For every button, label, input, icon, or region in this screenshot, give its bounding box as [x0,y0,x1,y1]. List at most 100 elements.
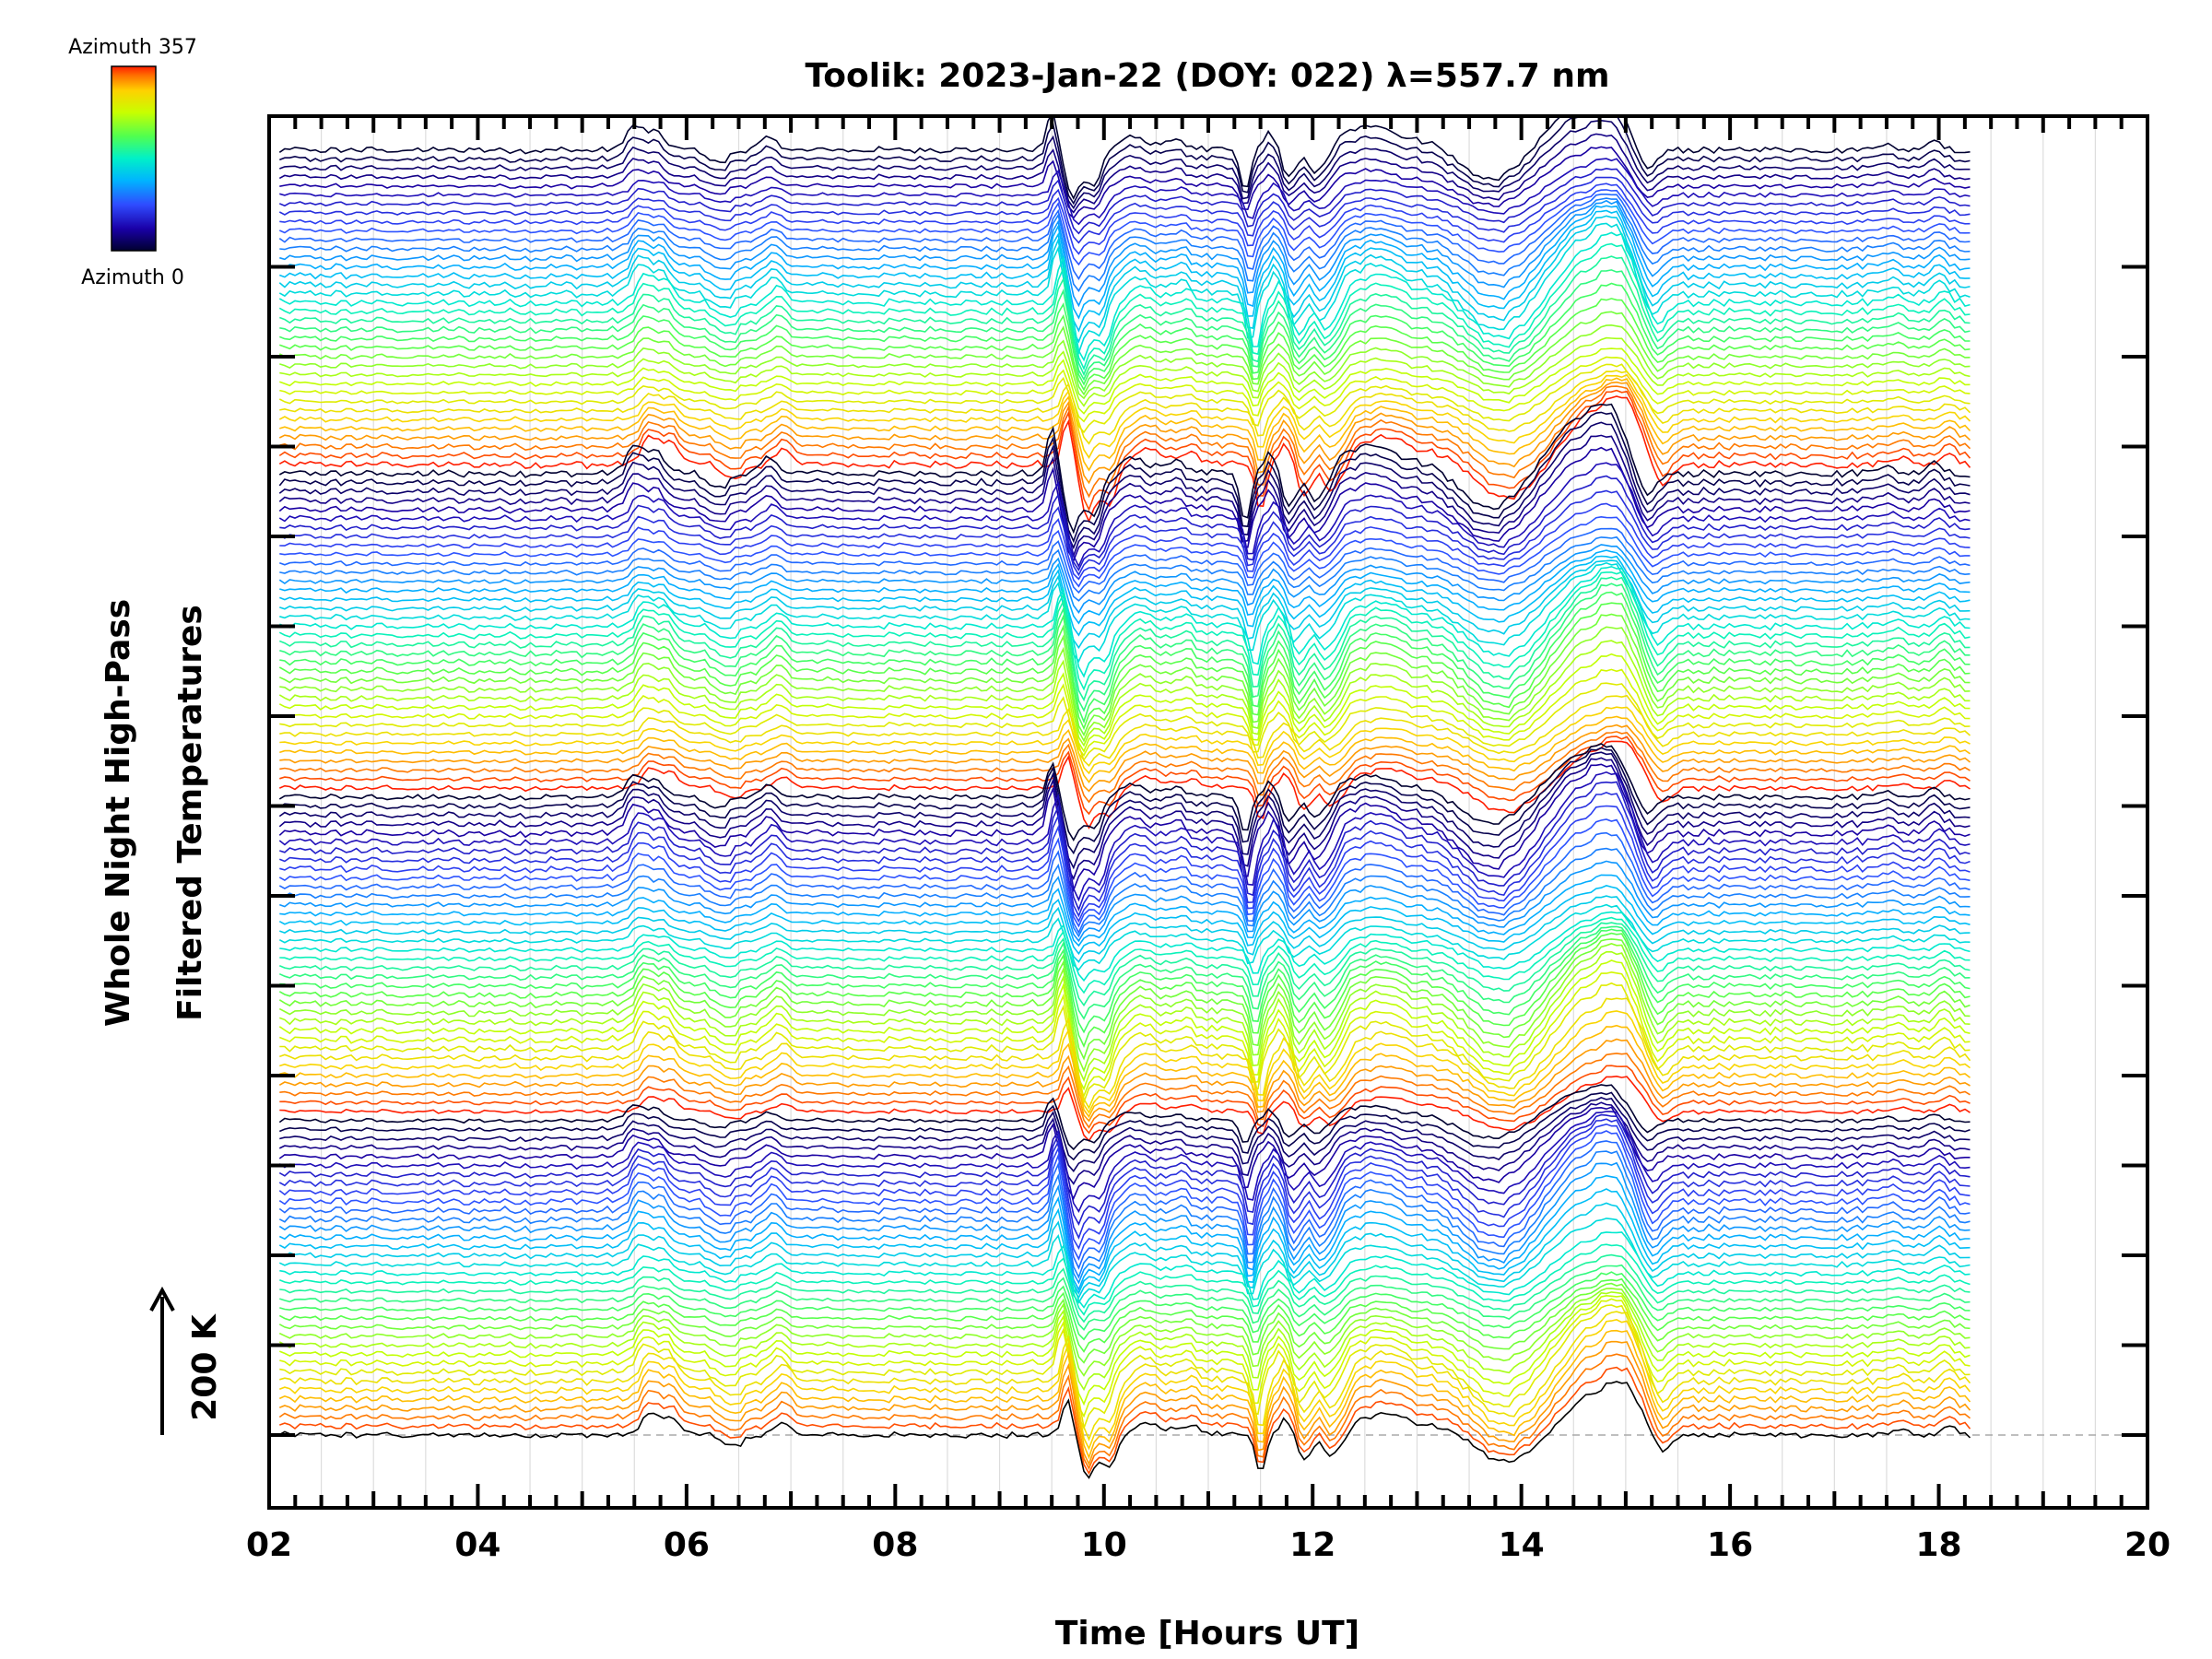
axis-ticks [267,116,2149,1508]
temperature-series-line [278,411,1971,544]
x-tick-label: 14 [1499,1526,1545,1564]
temperature-series-line [279,895,1971,963]
temperature-series-line [279,735,1971,816]
temperature-series-line [278,943,1971,1073]
temperature-series-line [278,792,1971,918]
temperature-series-line [279,860,1971,943]
temperature-series-line [278,932,1971,1049]
x-tick-label: 02 [246,1526,292,1564]
temperature-series-line [278,133,1971,214]
temperature-series-line [279,475,1971,572]
temperature-series-line [278,1381,1971,1479]
temperature-series-line [278,1130,1971,1261]
temperature-series-line [279,805,1971,924]
temperature-series-line [278,818,1971,928]
temperature-series-line [278,613,1971,737]
temperature-series-line [278,231,1971,362]
x-axis-label: Time [Hours UT] [1055,1615,1359,1653]
x-tick-label: 10 [1081,1526,1127,1564]
x-tick-label: 08 [872,1526,918,1564]
temperature-series-line [279,706,1971,775]
temperature-series-line [278,1101,1971,1185]
temperature-series-line [278,740,1971,830]
temperature-series-line [278,189,1971,266]
temperature-series-line [279,916,1971,994]
temperature-series-line [278,167,1971,235]
temperature-series-line [279,668,1971,757]
temperature-series-line [279,182,1971,255]
x-tick-label: 06 [664,1526,710,1564]
temperature-series-line [278,1202,1971,1300]
temperature-series-line [278,751,1971,870]
temperature-series-line [278,1106,1971,1201]
temperature-series-line [279,199,1971,308]
temperature-series-line [279,269,1971,382]
temperature-series-line [278,959,1971,1091]
temperature-series-line [279,911,1971,982]
temperature-series-line [279,1311,1971,1441]
temperature-series-line [278,1111,1971,1213]
temperature-series-line [279,874,1971,947]
temperature-series-line [278,885,1971,956]
temperature-series-line [279,116,1971,206]
temperature-series-line [278,389,1971,512]
temperature-series-line [278,1091,1971,1161]
temperature-series-line [278,1123,1971,1251]
temperature-series-line [279,1264,1971,1331]
temperature-series-line [279,1053,1971,1129]
temperature-series-line [279,694,1971,768]
temperature-series-line [279,527,1971,594]
temperature-series-line [278,373,1971,459]
temperature-series-line [279,205,1971,320]
temperature-series-line [279,997,1971,1110]
colorbar [111,65,157,252]
temperature-series-line [278,194,1971,280]
temperature-series-line [279,1271,1971,1341]
temperature-series-line [278,602,1971,731]
temperature-series-line [279,197,1971,292]
temperature-series-line [279,1065,1971,1135]
temperature-series-line [279,1366,1971,1476]
temperature-series-line [279,282,1971,386]
temperature-series-line [278,421,1971,550]
temperature-series-line [279,549,1971,625]
temperature-series-line [278,1329,1971,1460]
temperature-series-line [278,653,1971,753]
temperature-series-line [278,222,1971,355]
x-tick-label: 12 [1289,1526,1335,1564]
temperature-series-line [279,1097,1971,1173]
temperature-series-line [279,576,1971,702]
temperature-series-line [278,1118,1971,1240]
temperature-series-line [279,347,1971,415]
temperature-series-line [279,255,1971,377]
temperature-series-line [278,1150,1971,1279]
temperature-series-line [278,831,1971,935]
temperature-series-line [278,640,1971,747]
temperature-series-line [278,434,1971,559]
temperature-series-line [279,561,1971,663]
temperature-series-line [278,1084,1971,1151]
temperature-series-line [278,462,1971,569]
temperature-series-line [279,847,1971,938]
y-axis-label-line1: Whole Night High-Pass [100,599,137,1027]
temperature-series-line [279,377,1971,472]
temperature-series-line [278,743,1971,842]
temperature-series-line [279,928,1971,1034]
temperature-series-line [279,950,1971,1083]
temperature-series-line [279,535,1971,602]
temperature-series-line [278,771,1971,902]
temperature-series-line [278,903,1971,971]
temperature-series-line [279,324,1971,400]
colorbar-top-label: Azimuth 357 [68,36,197,59]
colorbar-bottom-label: Azimuth 0 [81,266,184,289]
temperature-series-line [278,1174,1971,1291]
temperature-series-line [278,757,1971,881]
temperature-series-line [278,489,1971,577]
temperature-series-line [279,515,1971,588]
temperature-series-line [278,1243,1971,1316]
temperature-series-line [279,582,1971,712]
temperature-series-line [279,555,1971,637]
temperature-series-line [278,215,1971,344]
temperature-series-line [279,502,1971,581]
temperature-series-line [278,1282,1971,1364]
